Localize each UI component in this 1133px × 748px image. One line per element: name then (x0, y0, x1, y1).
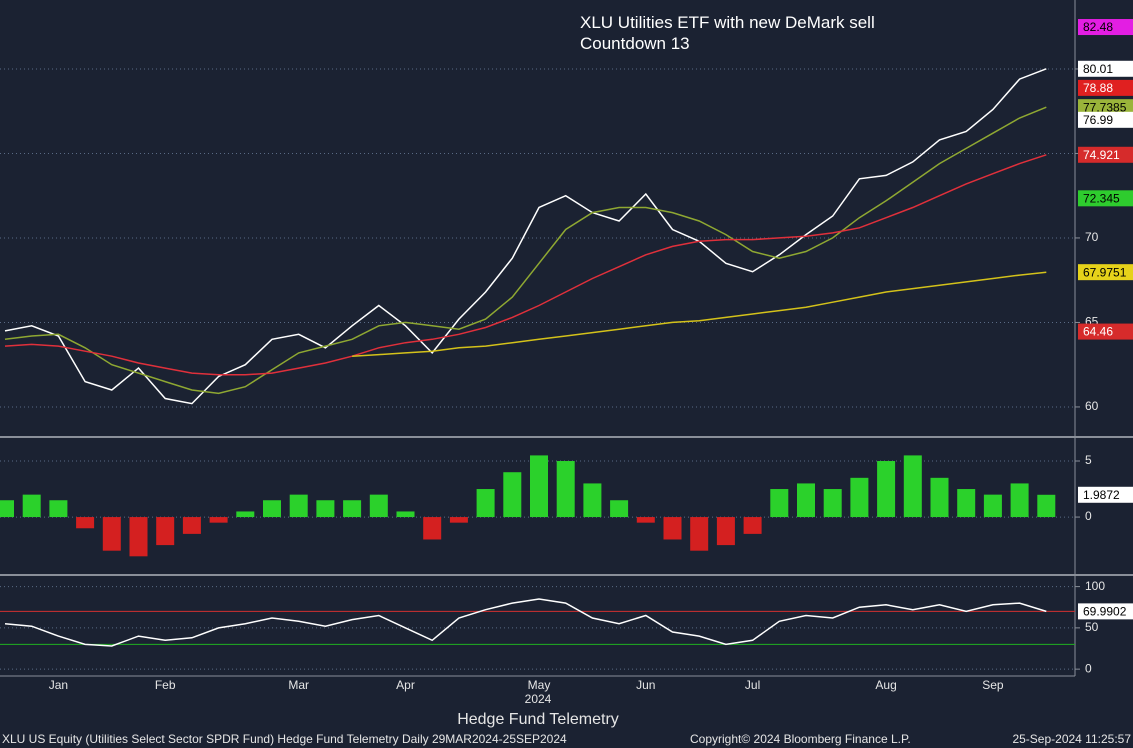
bar (1037, 494, 1056, 518)
bar (209, 517, 228, 523)
bar (770, 489, 789, 518)
chart-title: XLU Utilities ETF with new DeMark sell C… (580, 13, 875, 53)
bar (850, 477, 869, 518)
x-axis-year: 2024 (525, 692, 552, 706)
bar (423, 517, 442, 540)
bar (556, 461, 575, 518)
y-tick-label: 70 (1085, 230, 1099, 244)
x-tick-label: Jul (745, 678, 760, 692)
line-series (4, 598, 1047, 647)
price-tag-label: 64.46 (1083, 325, 1113, 339)
x-tick-label: Apr (396, 678, 415, 692)
price-tag-label: 1.9872 (1083, 488, 1120, 502)
price-tag-label: 76.99 (1083, 113, 1113, 127)
y-tick-label: 50 (1085, 620, 1099, 634)
price-tag (1078, 323, 1133, 340)
bar (102, 517, 121, 551)
bar (396, 511, 415, 518)
price-tag (1078, 486, 1133, 503)
bar (449, 517, 468, 523)
bar (957, 489, 976, 518)
price-tag-label: 78.88 (1083, 81, 1113, 95)
bar (583, 483, 602, 518)
x-tick-label: Jan (49, 678, 68, 692)
price-tag (1078, 146, 1133, 163)
bar (76, 517, 95, 529)
footer-center: Copyright© 2024 Bloomberg Finance L.P. (690, 732, 911, 746)
bar (129, 517, 148, 557)
bar (877, 461, 896, 518)
x-tick-label: Feb (155, 678, 176, 692)
price-tag (1078, 111, 1133, 128)
bar (983, 494, 1002, 518)
bar (343, 500, 362, 518)
price-tag (1078, 99, 1133, 116)
bar (289, 494, 308, 518)
bar (316, 500, 335, 518)
x-tick-label: Aug (875, 678, 896, 692)
bar (663, 517, 682, 540)
bar (823, 489, 842, 518)
y-tick-label: 0 (1085, 509, 1092, 523)
footer-left: XLU US Equity (Utilities Select Sector S… (2, 732, 567, 746)
y-tick-label: 100 (1085, 579, 1105, 593)
bar (236, 511, 255, 518)
price-tag (1078, 603, 1133, 620)
bar (930, 477, 949, 518)
price-tag (1078, 19, 1133, 36)
price-tag-label: 69.9902 (1083, 605, 1127, 619)
line-series (352, 271, 1047, 357)
bar (263, 500, 281, 518)
bar (369, 494, 388, 518)
price-tag-label: 80.01 (1083, 62, 1113, 76)
y-tick-label: 0 (1085, 661, 1092, 675)
bar (1010, 483, 1029, 518)
x-tick-label: Mar (288, 678, 309, 692)
x-tick-label: May (528, 678, 551, 692)
bar (716, 517, 735, 546)
bar (903, 455, 922, 518)
bar (503, 472, 522, 518)
line-series (4, 106, 1047, 395)
price-tag-label: 74.921 (1083, 148, 1120, 162)
price-tag (1078, 60, 1133, 77)
bar (156, 517, 175, 546)
caption: Hedge Fund Telemetry (457, 711, 619, 728)
price-tag (1078, 264, 1133, 281)
bar (610, 500, 629, 518)
y-tick-label: 60 (1085, 399, 1099, 413)
line-series (4, 68, 1047, 405)
line-series (4, 154, 1047, 376)
footer-right: 25-Sep-2024 11:25:57 (1012, 732, 1131, 746)
price-tag (1078, 190, 1133, 207)
bar (22, 494, 41, 518)
bar (636, 517, 655, 523)
bar (690, 517, 709, 551)
bar (530, 455, 548, 518)
y-tick-label: 5 (1085, 453, 1092, 467)
x-tick-label: Jun (636, 678, 655, 692)
bar (476, 489, 495, 518)
price-tag (1078, 79, 1133, 96)
x-tick-label: Sep (982, 678, 1004, 692)
price-tag-label: 67.9751 (1083, 265, 1127, 279)
price-tag-label: 82.48 (1083, 20, 1113, 34)
bar (49, 500, 68, 518)
bar (797, 483, 815, 518)
bar (743, 517, 762, 534)
bar (182, 517, 201, 534)
price-tag-label: 77.7385 (1083, 100, 1127, 114)
price-tag-label: 72.345 (1083, 191, 1120, 205)
bar (0, 500, 14, 518)
